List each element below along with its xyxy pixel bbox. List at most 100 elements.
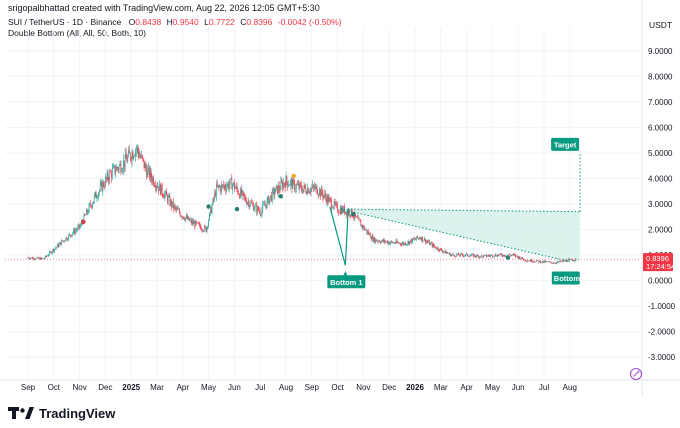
candle-body [80, 221, 82, 225]
candle-body [454, 255, 455, 257]
candle-body [180, 216, 182, 217]
candle-body [160, 183, 161, 195]
price-axis[interactable]: 9.0000 8.0000 7.0000 6.0000 5.0000 4.0000 3.00… [648, 47, 676, 362]
candle-body [486, 256, 488, 257]
candle-body [342, 207, 344, 213]
candle-body [288, 185, 289, 187]
candle-body [196, 221, 197, 223]
signal-marker[interactable] [505, 255, 511, 260]
candle-body [100, 182, 102, 185]
candle-body [461, 253, 463, 256]
signal-marker[interactable] [234, 206, 240, 212]
bottom1-label: Bottom 1 [327, 271, 366, 289]
candle-body [461, 253, 462, 255]
candle-body [203, 226, 205, 231]
candle-body [209, 208, 211, 213]
candle-body [361, 224, 363, 227]
candle-body [445, 250, 447, 254]
candle-body [423, 240, 424, 242]
candle-body [343, 206, 344, 213]
indicator-legend[interactable]: Double Bottom (All, All, 50, Both, 10) [8, 28, 146, 38]
candle-body [50, 251, 52, 254]
candle-body [552, 263, 553, 264]
candle-body [289, 181, 291, 186]
magic-wand-icon[interactable] [629, 367, 643, 381]
candle-body [172, 201, 173, 207]
candle-body [83, 214, 85, 224]
bottom1-leg [329, 206, 349, 266]
candle-body [447, 252, 449, 254]
candle-body [512, 254, 514, 255]
candle-body [216, 183, 218, 187]
candle-body [238, 193, 240, 195]
candle-body [56, 247, 57, 248]
candle-body [296, 184, 298, 186]
candle-body [302, 188, 304, 193]
candle-body [130, 158, 132, 161]
candle-body [242, 190, 244, 193]
candle-body [191, 219, 192, 224]
target-text: Target [554, 140, 577, 149]
candle-body [252, 204, 254, 211]
candle-body [547, 261, 548, 263]
candle-body [338, 211, 339, 213]
candle-body [109, 171, 111, 181]
signal-marker[interactable] [350, 212, 356, 217]
candle-body [254, 205, 256, 209]
candle-body [478, 255, 479, 258]
x-tick-label: Sep [305, 383, 320, 392]
candle-body [426, 241, 428, 242]
candle-body [183, 216, 185, 219]
candle-body [170, 200, 172, 206]
signal-marker[interactable] [206, 204, 211, 209]
time-axis[interactable]: Sep Oct Nov Dec 2025 Mar Apr May Jun Jul Aug Sep Oct… [21, 383, 577, 392]
signal-marker[interactable] [81, 219, 86, 225]
candle-body [114, 165, 116, 174]
candle-body [285, 176, 287, 188]
pattern-area [340, 209, 581, 262]
symbol-label[interactable]: SUI / TetherUS · 1D · Binance [8, 17, 122, 27]
candle-body [466, 253, 467, 255]
candle-body [400, 243, 401, 245]
candle-body [527, 260, 529, 262]
candle-body [284, 184, 286, 188]
candle-body [362, 224, 363, 228]
y-tick-label: -1.0000 [648, 302, 676, 311]
candle-body [424, 238, 426, 243]
candle-body [199, 223, 201, 227]
candle-body [65, 237, 67, 241]
candle-body [80, 224, 81, 228]
signal-marker[interactable] [291, 173, 296, 179]
signal-marker[interactable] [278, 194, 284, 199]
currency-label[interactable]: USDT [649, 20, 673, 30]
candle-body [129, 153, 131, 159]
tradingview-brand[interactable]: TradingView [8, 404, 115, 422]
candle-body [103, 182, 105, 187]
candle-body [441, 249, 443, 251]
y-tick-label: -2.0000 [648, 328, 676, 337]
candle-body [73, 229, 74, 234]
candle-body [393, 242, 394, 244]
candle-body [516, 255, 517, 257]
candle-body [153, 177, 154, 185]
candle-body [436, 248, 437, 250]
candle-body [498, 254, 499, 256]
candle-body [141, 155, 142, 158]
candle-body [174, 205, 176, 208]
candle-body [448, 253, 449, 254]
candle-body [560, 261, 562, 262]
candle-body [271, 190, 273, 201]
y-tick-label: 6.0000 [648, 123, 673, 132]
candle-body [380, 242, 381, 243]
candle-body [386, 241, 387, 242]
x-tick-label: 2026 [406, 383, 424, 392]
candle-body [134, 155, 135, 157]
candle-body [394, 243, 396, 244]
candle-body [519, 256, 521, 260]
candle-body [572, 260, 574, 262]
candle-body [75, 230, 77, 231]
candle-body [387, 241, 388, 244]
candle-body [538, 260, 540, 263]
